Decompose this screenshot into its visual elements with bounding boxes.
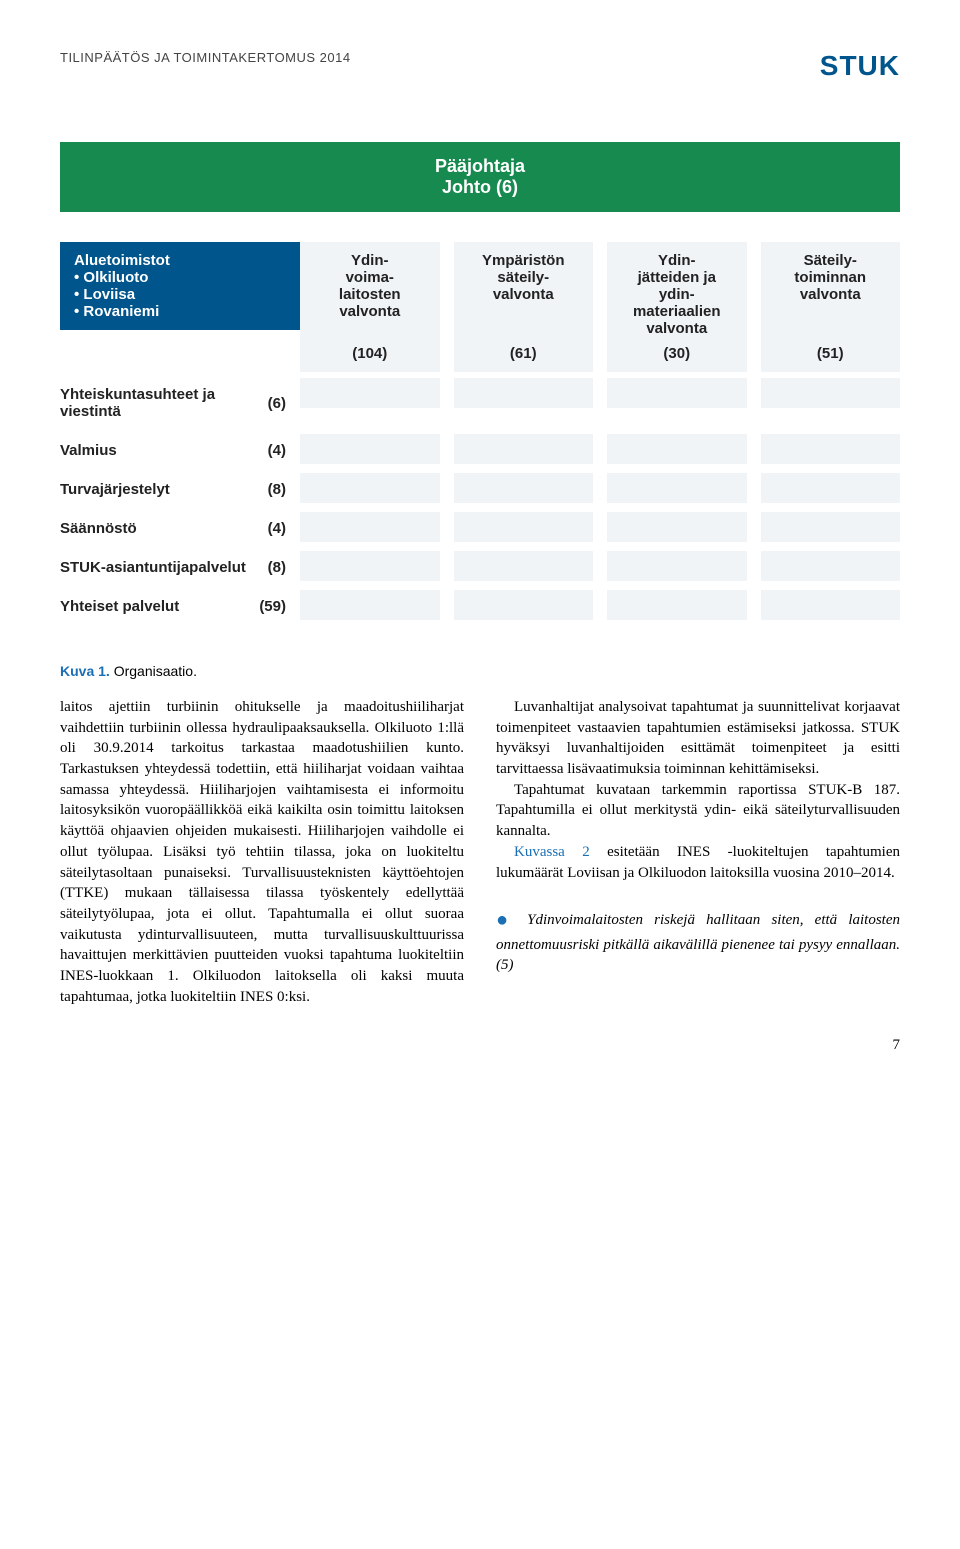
org-left-count: (6) — [268, 395, 286, 412]
org-empty-cell — [761, 512, 901, 542]
org-left-label: Turvajärjestelyt — [60, 481, 170, 498]
org-empty-cell — [761, 473, 901, 503]
bullet-note: ● Ydinvoimalaitosten riskejä hallitaan s… — [496, 897, 900, 976]
org-column-count: (51) — [767, 345, 895, 362]
org-empty-cell — [454, 434, 594, 464]
body-p1: laitos ajettiin turbiinin ohitukselle ja… — [60, 697, 464, 1007]
caption-text: Organisaatio. — [110, 663, 197, 679]
org-column-count: (104) — [306, 345, 434, 362]
org-empty-cell — [454, 378, 594, 408]
figure-ref-link[interactable]: Kuvassa 2 — [514, 844, 590, 860]
bullet-text: Ydinvoimalaitosten riskejä hallitaan sit… — [496, 912, 900, 973]
org-column-label: Ympäristönsäteily-valvonta — [460, 252, 588, 345]
caption-prefix: Kuva 1. — [60, 663, 110, 679]
org-empty-cell — [761, 551, 901, 581]
org-left-label: STUK-asiantuntijapalvelut — [60, 559, 246, 576]
org-left-count: (8) — [268, 559, 286, 576]
org-column-head: Säteily-toiminnanvalvonta(51) — [761, 242, 901, 372]
org-column-head: Ympäristönsäteily-valvonta(61) — [454, 242, 594, 372]
body-p2c: Kuvassa 2 esitetään INES -luokiteltujen … — [496, 842, 900, 883]
org-empty-cell — [300, 434, 440, 464]
org-empty-cell — [607, 590, 747, 620]
logo-text: STUK — [820, 50, 900, 82]
org-empty-cell — [761, 434, 901, 464]
org-empty-cell — [300, 378, 440, 408]
running-header: TILINPÄÄTÖS JA TOIMINTAKERTOMUS 2014 — [60, 50, 351, 65]
org-left-label: Säännöstö — [60, 520, 137, 537]
org-left-row: STUK-asiantuntijapalvelut (8) — [60, 551, 300, 584]
org-empty-cell — [607, 434, 747, 464]
org-empty-cell — [607, 551, 747, 581]
org-empty-cell — [454, 473, 594, 503]
regional-offices-box: Aluetoimistot • Olkiluoto • Loviisa • Ro… — [60, 242, 300, 330]
org-left-label: Yhteiskuntasuhteet ja viestintä — [60, 386, 268, 420]
org-left-row: Turvajärjestelyt (8) — [60, 473, 300, 506]
org-left-row: Yhteiskuntasuhteet ja viestintä(6) — [60, 378, 300, 428]
org-left-count: (4) — [268, 520, 286, 537]
org-empty-cell — [300, 551, 440, 581]
org-column-count: (61) — [460, 345, 588, 362]
body-p2b: Tapahtumat kuvataan tarkemmin raportissa… — [496, 780, 900, 842]
org-empty-cell — [607, 512, 747, 542]
blue-box-item: • Olkiluoto — [74, 269, 286, 286]
blue-box-title: Aluetoimistot — [74, 252, 286, 269]
org-empty-cell — [300, 590, 440, 620]
org-left-count: (59) — [259, 598, 286, 615]
org-empty-cell — [454, 512, 594, 542]
org-empty-cell — [300, 473, 440, 503]
blue-box-item: • Rovaniemi — [74, 303, 286, 320]
org-empty-cell — [454, 590, 594, 620]
body-p2a: Luvanhaltijat analysoivat tapahtumat ja … — [496, 697, 900, 780]
blue-box-item: • Loviisa — [74, 286, 286, 303]
org-column-count: (30) — [613, 345, 741, 362]
org-empty-cell — [761, 590, 901, 620]
bullet-icon: ● — [496, 907, 516, 935]
org-column-label: Ydin-jätteiden jaydin-materiaalienvalvon… — [613, 252, 741, 345]
org-empty-cell — [300, 512, 440, 542]
org-left-row: Säännöstö (4) — [60, 512, 300, 545]
org-empty-cell — [454, 551, 594, 581]
org-column-label: Säteily-toiminnanvalvonta — [767, 252, 895, 345]
org-empty-cell — [607, 378, 747, 408]
org-top-box: Pääjohtaja Johto (6) — [60, 142, 900, 212]
org-left-count: (8) — [268, 481, 286, 498]
org-left-label: Yhteiset palvelut — [60, 598, 179, 615]
org-empty-cell — [607, 473, 747, 503]
org-empty-cell — [761, 378, 901, 408]
page-number: 7 — [60, 1037, 900, 1054]
org-left-row: Valmius (4) — [60, 434, 300, 467]
org-top-line2: Johto (6) — [60, 177, 900, 198]
org-left-row: Yhteiset palvelut (59) — [60, 590, 300, 623]
figure-caption: Kuva 1. Organisaatio. — [60, 663, 900, 679]
org-left-label: Valmius — [60, 442, 117, 459]
org-column-head: Ydin-voima-laitostenvalvonta(104) — [300, 242, 440, 372]
org-left-count: (4) — [268, 442, 286, 459]
org-column-head: Ydin-jätteiden jaydin-materiaalienvalvon… — [607, 242, 747, 372]
org-chart: Pääjohtaja Johto (6) Aluetoimistot • Olk… — [60, 142, 900, 623]
body-text: laitos ajettiin turbiinin ohitukselle ja… — [60, 697, 900, 1007]
org-top-line1: Pääjohtaja — [60, 156, 900, 177]
org-column-label: Ydin-voima-laitostenvalvonta — [306, 252, 434, 345]
